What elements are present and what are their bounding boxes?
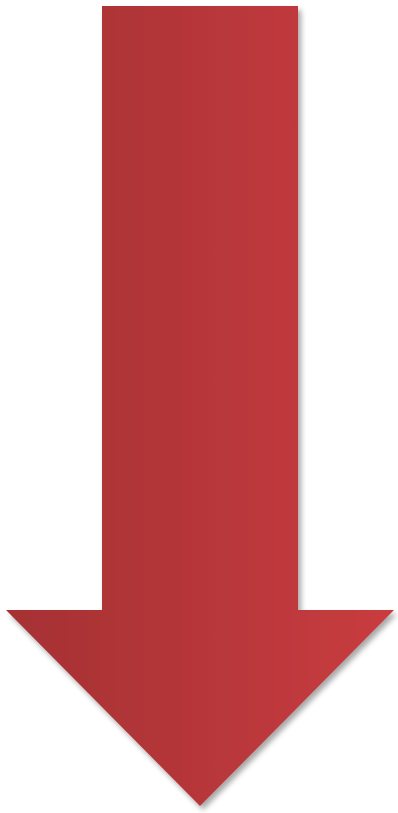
arrow-shape xyxy=(6,6,394,806)
